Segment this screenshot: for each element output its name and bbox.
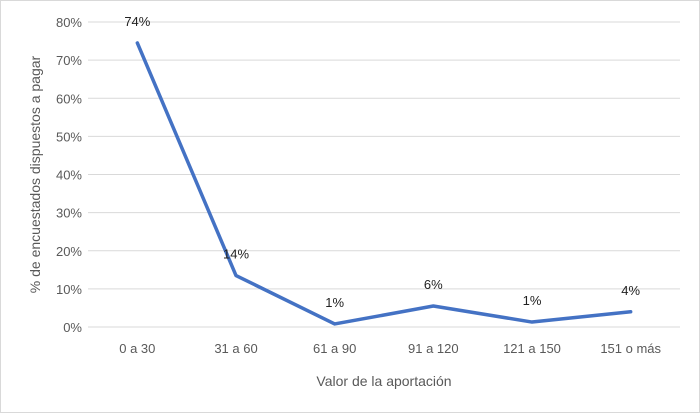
y-axis-title: % de encuestados dispuestos a pagar [27, 55, 43, 293]
y-tick-label: 30% [56, 206, 82, 221]
y-axis-ticks: 0% 10% 20% 30% 40% 50% 60% 70% 80% [56, 15, 82, 335]
data-label: 14% [223, 247, 249, 262]
data-label: 1% [523, 293, 542, 308]
x-axis-title: Valor de la aportación [316, 373, 451, 389]
data-labels: 74% 14% 1% 6% 1% 4% [124, 14, 640, 310]
data-label: 74% [124, 14, 150, 29]
x-tick-label: 31 a 60 [214, 341, 257, 356]
gridlines [88, 21, 680, 328]
x-tick-label: 151 o más [600, 341, 661, 356]
x-tick-label: 0 a 30 [119, 341, 155, 356]
x-tick-label: 61 a 90 [313, 341, 356, 356]
y-tick-label: 10% [56, 282, 82, 297]
y-tick-label: 80% [56, 15, 82, 30]
series-line-group [135, 41, 633, 326]
x-tick-label: 121 a 150 [503, 341, 561, 356]
y-tick-label: 60% [56, 91, 82, 106]
x-axis-ticks: 0 a 30 31 a 60 61 a 90 91 a 120 121 a 150 151… [119, 341, 661, 356]
y-tick-label: 50% [56, 129, 82, 144]
y-tick-label: 0% [63, 320, 82, 335]
data-label: 4% [621, 283, 640, 298]
series-line [135, 41, 633, 326]
y-tick-label: 70% [56, 53, 82, 68]
data-label: 6% [424, 277, 443, 292]
y-tick-label: 20% [56, 244, 82, 259]
data-label: 1% [325, 295, 344, 310]
y-tick-label: 40% [56, 168, 82, 183]
x-tick-label: 91 a 120 [408, 341, 459, 356]
